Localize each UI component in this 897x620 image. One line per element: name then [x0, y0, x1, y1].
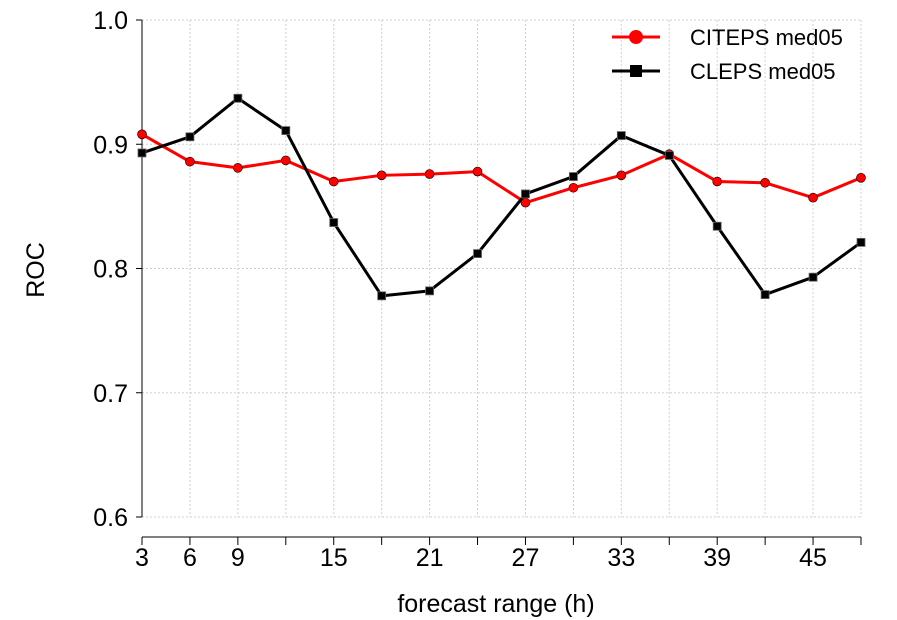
y-tick-label: 0.8 — [93, 256, 128, 284]
data-point — [280, 155, 291, 166]
x-tick-label: 21 — [416, 544, 444, 572]
data-point — [568, 182, 579, 193]
data-point — [424, 169, 435, 179]
series-cleps — [137, 93, 866, 301]
y-axis-title: ROC — [22, 242, 50, 298]
legend-label: CITEPS med05 — [690, 25, 843, 50]
x-tick-label: 6 — [183, 544, 197, 572]
series-layer — [137, 93, 866, 301]
axes: 0.6 0.7 0.8 0.9 1.0 3 6 9 15 21 27 33 39 45 — [93, 7, 862, 572]
data-point — [377, 291, 387, 301]
x-tick-label: 45 — [799, 544, 827, 572]
y-tick-label: 0.9 — [93, 131, 128, 159]
legend-marker — [630, 65, 642, 77]
legend: CITEPS med05 CLEPS med05 — [612, 25, 843, 84]
data-point — [856, 172, 866, 183]
x-tick-label: 15 — [320, 544, 348, 572]
x-tick-label: 9 — [231, 544, 245, 572]
x-tick-label: 27 — [512, 544, 540, 572]
data-point — [616, 131, 626, 140]
series-citeps — [137, 129, 866, 208]
data-point — [329, 218, 339, 227]
data-point — [760, 177, 770, 188]
x-tick-label: 33 — [607, 544, 635, 572]
data-point — [664, 151, 674, 160]
data-point — [472, 166, 483, 177]
data-point — [569, 172, 578, 181]
data-point — [808, 272, 818, 282]
data-point — [473, 249, 482, 258]
data-point — [856, 238, 866, 247]
series-line — [141, 133, 862, 205]
data-point — [185, 132, 195, 142]
data-point — [137, 148, 147, 158]
grid-lines — [141, 19, 862, 518]
legend-item: CLEPS med05 — [612, 59, 836, 84]
data-point — [808, 192, 818, 203]
y-tick-label: 0.6 — [93, 504, 128, 532]
x-tick-label: 3 — [135, 544, 149, 572]
data-point — [712, 221, 722, 231]
x-tick-label: 39 — [703, 544, 731, 572]
data-point — [760, 290, 770, 299]
y-tick-label: 0.7 — [93, 380, 128, 408]
y-tick-label: 1.0 — [93, 7, 128, 35]
data-point — [328, 176, 339, 187]
data-point — [233, 163, 243, 173]
x-axis-title: forecast range (h) — [397, 590, 594, 618]
data-point — [137, 129, 147, 140]
data-point — [185, 156, 195, 167]
data-point — [616, 170, 627, 181]
data-point — [233, 93, 243, 103]
legend-label: CLEPS med05 — [690, 59, 836, 84]
legend-item: CITEPS med05 — [612, 25, 843, 50]
data-point — [376, 170, 387, 181]
data-point — [425, 286, 435, 296]
data-point — [712, 176, 723, 187]
series-line — [141, 96, 862, 298]
data-point — [281, 126, 291, 135]
data-point — [521, 189, 530, 199]
legend-marker — [629, 30, 643, 44]
